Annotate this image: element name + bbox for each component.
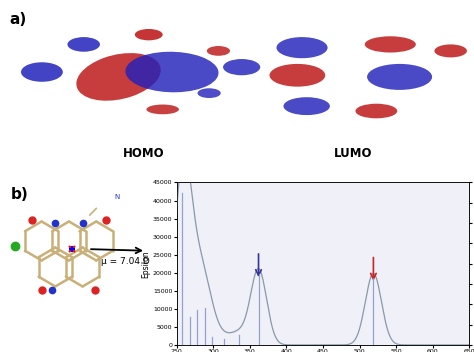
Text: a): a) [9, 12, 27, 27]
Ellipse shape [356, 104, 397, 118]
Text: b): b) [11, 187, 29, 202]
Ellipse shape [283, 97, 330, 115]
Ellipse shape [367, 64, 432, 90]
Ellipse shape [270, 64, 325, 87]
Ellipse shape [146, 105, 179, 114]
Text: HOMO: HOMO [123, 147, 165, 160]
Ellipse shape [135, 29, 163, 40]
Text: N: N [114, 194, 120, 200]
Ellipse shape [434, 44, 467, 57]
Ellipse shape [223, 59, 260, 75]
Text: μ = 7.04 D: μ = 7.04 D [101, 257, 150, 266]
Ellipse shape [21, 62, 63, 82]
Ellipse shape [276, 37, 328, 58]
Ellipse shape [76, 53, 161, 101]
Ellipse shape [126, 52, 219, 92]
Ellipse shape [67, 37, 100, 52]
Y-axis label: Epsilon: Epsilon [141, 250, 150, 277]
Ellipse shape [198, 88, 221, 98]
Ellipse shape [207, 46, 230, 56]
Text: LUMO: LUMO [334, 147, 373, 160]
Ellipse shape [365, 36, 416, 52]
